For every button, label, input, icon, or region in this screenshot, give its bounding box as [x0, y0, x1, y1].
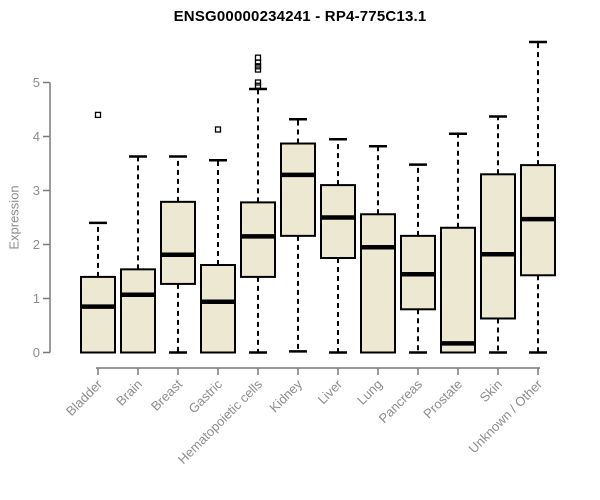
x-tick-label: Brain [113, 377, 145, 409]
outlier-point [254, 66, 262, 73]
x-tick-label: Lung [354, 377, 385, 408]
box-breast [160, 200, 196, 285]
outlier-point [254, 63, 262, 70]
box-hematopoietic-cells [240, 201, 276, 278]
outlier-point [254, 79, 262, 86]
chart-title: ENSG00000234241 - RP4-775C13.1 [173, 8, 427, 25]
box-brain [120, 268, 156, 354]
outlier-point [214, 126, 222, 133]
box-prostate [440, 226, 476, 354]
box-liver [320, 184, 356, 260]
outlier-point [94, 111, 102, 119]
box-kidney [280, 142, 316, 237]
x-tick-label: Unknown / Other [466, 376, 546, 456]
box-skin [480, 173, 516, 320]
outlier-point [254, 82, 262, 89]
y-tick-label: 1 [33, 291, 40, 306]
y-tick-label: 5 [33, 75, 40, 90]
box-gastric [200, 264, 236, 354]
x-tick-label: Kidney [266, 376, 305, 415]
y-tick-label: 2 [33, 237, 40, 252]
y-axis-label: Expression [6, 185, 22, 250]
x-tick-label: Skin [477, 377, 505, 405]
y-tick-label: 4 [33, 129, 40, 144]
x-tick-label: Liver [315, 376, 346, 407]
box-bladder [80, 275, 116, 354]
x-tick-label: Breast [148, 376, 185, 413]
outlier-point [254, 54, 262, 61]
y-tick-label: 0 [33, 345, 40, 360]
x-tick-label: Prostate [420, 377, 465, 422]
box-lung [360, 213, 396, 354]
y-tick-label: 3 [33, 183, 40, 198]
x-tick-label: Pancreas [376, 376, 426, 426]
x-tick-label: Bladder [63, 376, 106, 419]
